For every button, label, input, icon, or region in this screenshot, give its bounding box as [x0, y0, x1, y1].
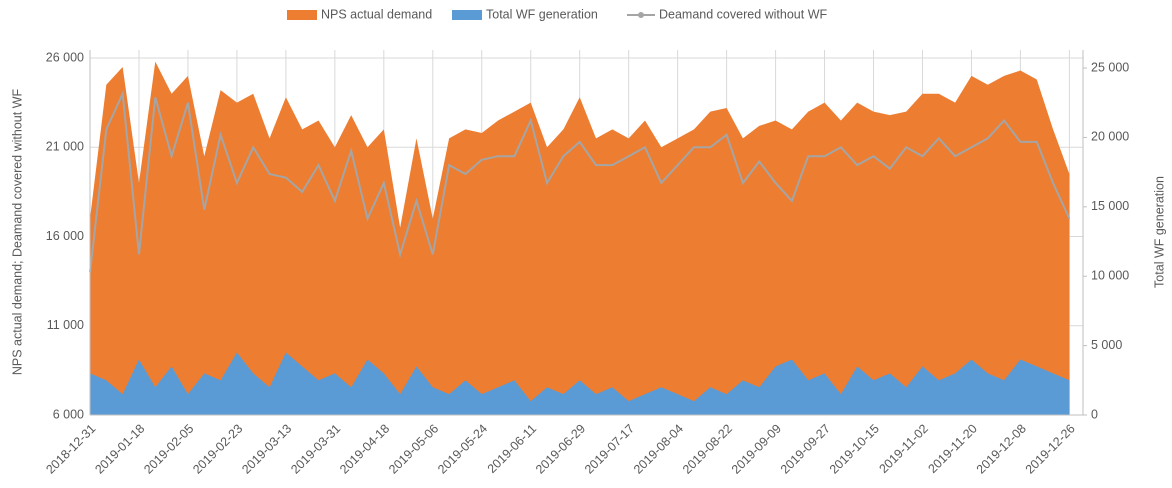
- legend-swatch: [287, 10, 317, 20]
- y2-tick-label: 25 000: [1091, 60, 1129, 74]
- x-tick-label: 2019-08-04: [631, 422, 686, 477]
- y2-tick-label: 20 000: [1091, 130, 1129, 144]
- y2-tick-label: 0: [1091, 407, 1098, 421]
- legend-label: Total WF generation: [486, 7, 598, 21]
- x-tick-label: 2019-06-29: [533, 422, 588, 477]
- legend-label: Deamand covered without WF: [659, 7, 827, 21]
- x-tick-label: 2019-12-08: [974, 422, 1029, 477]
- y-axis-title: NPS actual demand; Deamand covered witho…: [10, 89, 24, 376]
- y2-tick-label: 5 000: [1091, 338, 1122, 352]
- x-tick-label: 2019-11-02: [876, 422, 930, 476]
- y2-tick-label: 15 000: [1091, 199, 1129, 213]
- x-tick-label: 2019-09-09: [729, 422, 784, 477]
- x-tick-label: 2019-01-18: [92, 422, 147, 477]
- y-tick-label: 11 000: [47, 318, 84, 332]
- x-tick-label: 2019-06-11: [485, 422, 539, 476]
- line: [89, 89, 1071, 273]
- x-tick-label: 2018-12-31: [43, 422, 98, 477]
- x-tick-label: 2019-02-23: [190, 422, 245, 477]
- x-tick-label: 2019-05-06: [386, 422, 441, 477]
- y-tick-label: 21 000: [46, 140, 84, 154]
- y2-axis-title: Total WF generation: [1152, 176, 1166, 288]
- y-tick-label: 6 000: [53, 407, 84, 421]
- x-tick-label: 2019-05-24: [435, 422, 490, 477]
- y-tick-label: 16 000: [46, 229, 84, 243]
- x-tick-label: 2019-08-22: [680, 422, 735, 477]
- x-tick-label: 2019-12-26: [1023, 422, 1078, 477]
- legend-marker: [638, 12, 644, 18]
- x-tick-label: 2019-03-31: [288, 422, 343, 477]
- x-tick-label: 2019-07-17: [582, 422, 637, 477]
- x-tick-label: 2019-03-13: [239, 422, 294, 477]
- y2-tick-label: 10 000: [1091, 269, 1129, 283]
- area: [90, 61, 1070, 415]
- x-tick-label: 2019-04-18: [337, 422, 392, 477]
- x-tick-label: 2019-10-15: [827, 422, 882, 477]
- x-tick-label: 2019-11-20: [925, 422, 979, 476]
- area: [90, 352, 1070, 415]
- legend-label: NPS actual demand: [321, 7, 432, 21]
- x-tick-label: 2019-02-05: [141, 422, 196, 477]
- x-tick-label: 2019-09-27: [778, 422, 833, 477]
- y-tick-label: 26 000: [46, 50, 84, 64]
- legend-swatch: [452, 10, 482, 20]
